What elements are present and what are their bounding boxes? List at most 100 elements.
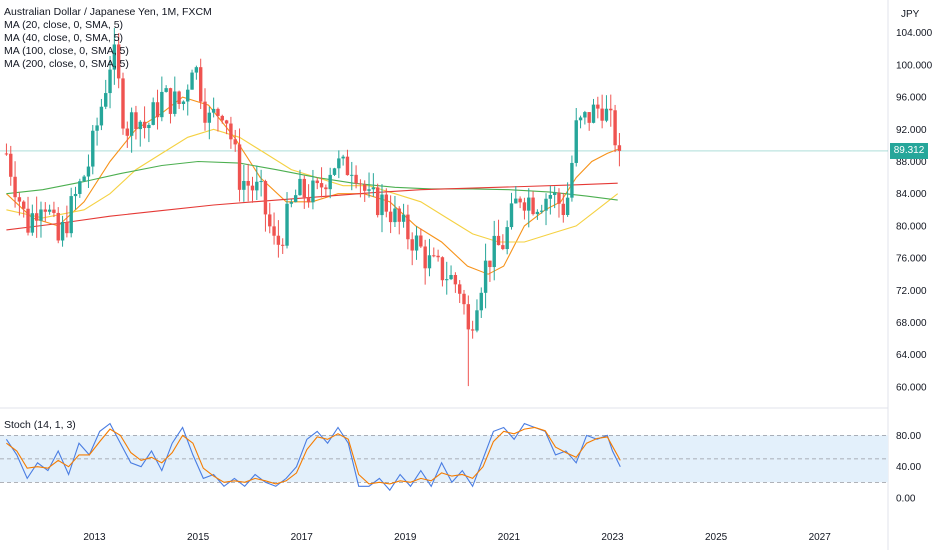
- price-tick-label: 84.000: [896, 189, 927, 200]
- candle-body: [276, 235, 281, 245]
- candle-body: [311, 180, 315, 203]
- candle-body: [406, 214, 410, 240]
- candle-body: [34, 213, 39, 221]
- candle-body: [449, 274, 453, 280]
- time-tick-label: 2027: [809, 532, 832, 543]
- stoch-k-line: [5, 422, 621, 492]
- candle-body: [332, 168, 337, 175]
- candles: [4, 28, 622, 387]
- candle-body: [142, 121, 147, 129]
- candle-body: [535, 211, 540, 215]
- candle-body: [91, 130, 95, 167]
- price-tick-label: 80.000: [896, 221, 927, 232]
- moving-averages: [6, 96, 619, 275]
- candle-body: [39, 209, 43, 221]
- candle-body: [457, 284, 462, 294]
- candle-body: [574, 120, 578, 163]
- candle-body: [229, 123, 233, 140]
- time-tick-label: 2021: [498, 532, 521, 543]
- time-tick-label: 2015: [187, 532, 210, 543]
- candle-body: [583, 112, 587, 118]
- candle-body: [211, 108, 216, 113]
- candle-body: [65, 222, 69, 234]
- stoch-lines: [5, 422, 621, 492]
- candle-body: [216, 108, 220, 116]
- candle-body: [414, 235, 419, 251]
- candle-body: [609, 108, 613, 111]
- candle-body: [86, 166, 91, 177]
- candle-body: [259, 181, 263, 183]
- candle-body: [181, 101, 186, 105]
- candle-body: [9, 153, 13, 177]
- candle-body: [272, 226, 276, 236]
- candle-body: [203, 101, 207, 123]
- stoch-tick-label: 80.00: [896, 431, 921, 442]
- candle-body: [531, 197, 535, 215]
- candle-body: [233, 139, 237, 145]
- candle-body: [82, 176, 86, 182]
- candle-body: [410, 239, 414, 251]
- candle-body: [138, 121, 142, 130]
- candle-body: [596, 104, 600, 109]
- candle-body: [198, 67, 203, 102]
- candle-body: [22, 201, 26, 209]
- candle-body: [186, 89, 190, 102]
- candle-body: [116, 44, 121, 79]
- candle-body: [445, 279, 449, 281]
- candle-body: [479, 292, 483, 311]
- candle-body: [281, 244, 285, 246]
- candle-body: [505, 227, 509, 250]
- price-tick-label: 92.000: [896, 125, 927, 136]
- time-tick-label: 2019: [394, 532, 417, 543]
- candle-body: [242, 180, 246, 190]
- currency-label: JPY: [901, 9, 920, 20]
- price-tick-label: 76.000: [896, 254, 927, 265]
- price-tick-label: 60.000: [896, 382, 927, 393]
- candle-body: [453, 274, 458, 285]
- candle-body: [462, 293, 466, 305]
- time-tick-label: 2017: [291, 532, 314, 543]
- candle-body: [151, 102, 155, 125]
- stoch-d-line: [6, 426, 621, 485]
- candle-body: [388, 211, 393, 223]
- candle-body: [155, 102, 160, 118]
- candle-body: [268, 214, 272, 227]
- candle-body: [78, 181, 82, 194]
- candle-body: [289, 202, 294, 204]
- candle-body: [514, 198, 518, 204]
- candle-body: [466, 304, 471, 330]
- stoch-legend: Stoch (14, 1, 3): [4, 419, 76, 431]
- candle-body: [125, 128, 130, 136]
- candle-body: [470, 329, 475, 331]
- axes: JPY 104.000 100.000 96.000 92.000 88.000 84.00…: [83, 9, 932, 543]
- stoch-band: [0, 434, 888, 483]
- ma200-line: [6, 182, 618, 231]
- candle-body: [99, 106, 104, 126]
- candle-body: [134, 112, 138, 130]
- candle-body: [69, 196, 73, 234]
- time-tick-label: 2023: [601, 532, 624, 543]
- candle-body: [354, 174, 358, 184]
- candle-body: [587, 112, 591, 123]
- candle-body: [613, 110, 617, 146]
- price-tick-label: 72.000: [896, 286, 927, 297]
- candle-body: [591, 104, 596, 123]
- candle-body: [600, 108, 604, 121]
- candle-body: [617, 145, 622, 151]
- candle-body: [337, 158, 341, 169]
- candle-body: [168, 88, 173, 114]
- price-tick-label: 64.000: [896, 350, 927, 361]
- price-tick-label: 104.000: [896, 28, 932, 39]
- candle-body: [440, 257, 445, 281]
- candle-body: [548, 194, 553, 199]
- candle-body: [108, 69, 112, 94]
- candle-body: [17, 197, 22, 202]
- candle-body: [293, 195, 298, 203]
- candle-body: [341, 156, 345, 159]
- candle-body: [56, 212, 60, 241]
- candle-body: [518, 198, 522, 203]
- candle-body: [121, 78, 125, 129]
- candle-body: [375, 187, 380, 216]
- candle-body: [363, 184, 367, 191]
